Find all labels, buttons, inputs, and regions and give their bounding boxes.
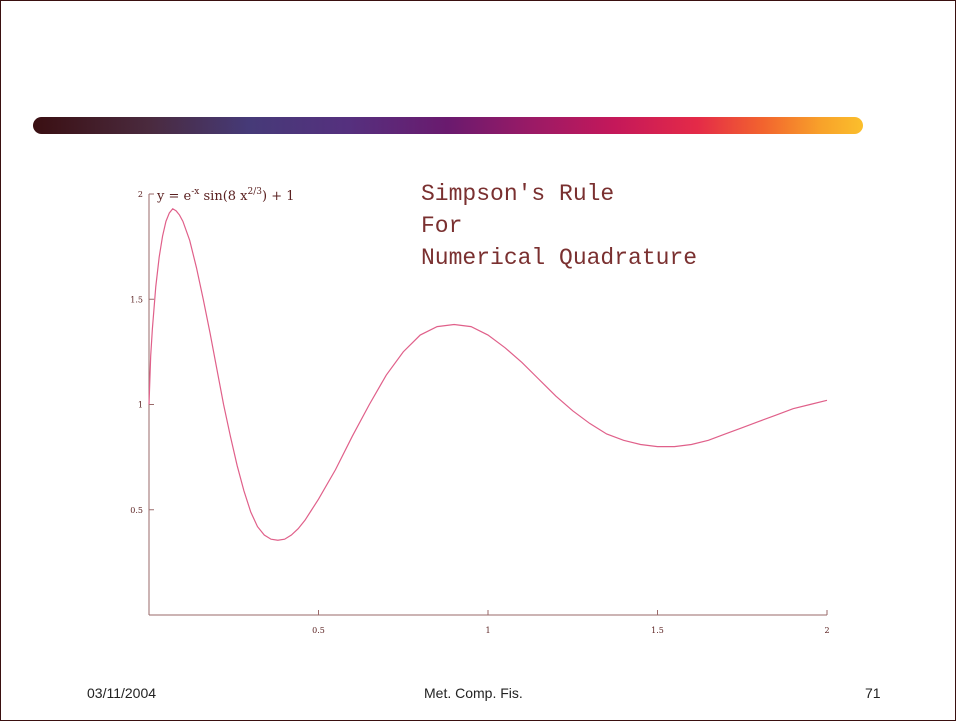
x-tick-label: 1 — [485, 626, 490, 635]
chart-formula: y = e-x sin(8 x2/3) + 1 — [156, 187, 294, 204]
y-tick-label: 1 — [138, 401, 143, 410]
footer-page-number: 71 — [865, 685, 881, 701]
series-line — [148, 207, 828, 541]
footer-center-text: Met. Comp. Fis. — [424, 685, 523, 701]
y-tick-label: 2 — [138, 190, 143, 199]
footer-date: 03/11/2004 — [87, 685, 157, 701]
chart-title-line-1: Simpson's Rule — [421, 181, 614, 207]
x-tick-label: 1.5 — [651, 626, 664, 635]
title-gradient-bar — [33, 117, 863, 134]
chart-ticks: 0.5 1 1.5 2 0.5 1 1.5 2 — [130, 190, 829, 635]
chart-title-line-3: Numerical Quadrature — [421, 245, 697, 271]
y-tick-label: 1.5 — [130, 295, 143, 304]
y-tick-label: 0.5 — [130, 506, 143, 515]
x-tick-label: 0.5 — [312, 626, 325, 635]
chart-title-line-2: For — [421, 213, 462, 239]
x-tick-label: 2 — [824, 626, 829, 635]
